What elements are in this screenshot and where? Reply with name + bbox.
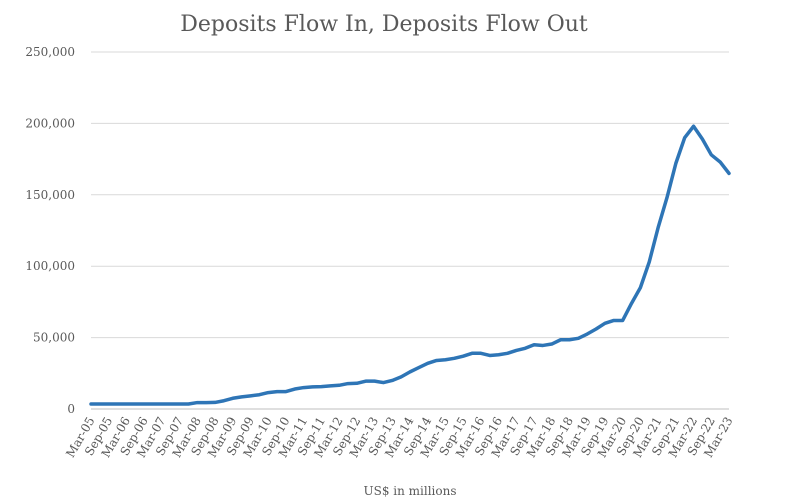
series-line xyxy=(89,124,731,406)
y-tick-label: 0 xyxy=(67,402,75,416)
gridlines xyxy=(91,51,729,410)
chart-title: Deposits Flow In, Deposits Flow Out xyxy=(180,12,588,37)
y-tick-label: 150,000 xyxy=(25,188,75,202)
y-tick-label: 50,000 xyxy=(33,331,75,345)
x-axis-label: US$ in millions xyxy=(363,484,456,498)
y-tick-label: 200,000 xyxy=(25,116,75,130)
y-tick-label: 100,000 xyxy=(25,259,75,273)
y-axis-ticks: 0 50,000 100,000 150,000 200,000 250,000 xyxy=(25,45,75,416)
x-axis-ticks: Mar-05Sep-05Mar-06Sep-06Mar-07Sep-07Mar-… xyxy=(63,414,735,460)
y-tick-label: 250,000 xyxy=(25,45,75,59)
